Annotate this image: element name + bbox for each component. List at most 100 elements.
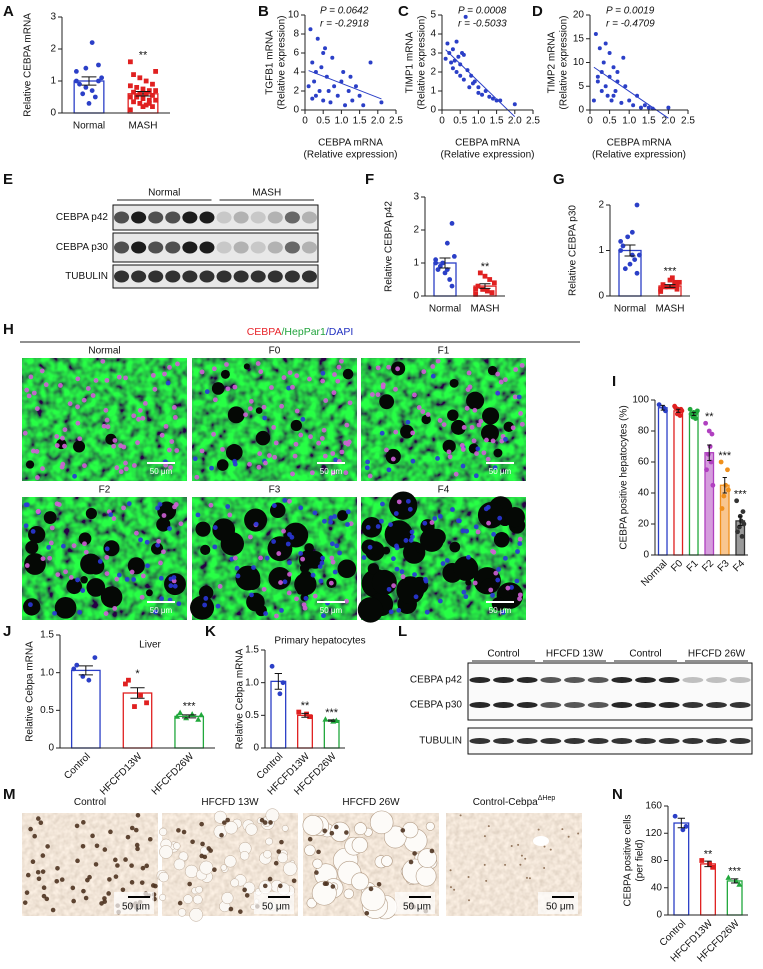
nucleus [104,417,110,423]
data-point [642,103,647,108]
y-tick-label: 60 [638,457,650,468]
blot-band [216,270,232,283]
data-point [449,221,455,226]
data-point [638,105,643,110]
data-point [472,79,477,84]
nucleus [331,390,337,396]
nucleus [466,554,471,560]
nucleus [50,907,56,913]
nucleus [453,888,456,891]
x-tick-label: F0 [669,558,685,574]
blot-band [131,241,147,254]
error-bar [704,860,712,868]
error-bar [738,515,743,527]
data-point [679,408,685,414]
data-point [677,413,683,418]
nucleus [75,376,81,382]
data-point [433,260,439,266]
nucleus [258,555,263,561]
blot-band [148,241,164,254]
data-point [627,261,633,267]
blot-band [233,241,249,254]
vacuole [224,855,237,868]
scale-label: 50 μm [403,902,431,913]
y-tick-label: 8 [293,29,299,40]
data-point [450,66,455,71]
significance: ** [481,261,490,273]
nucleus [316,440,322,446]
data-point [443,56,448,61]
nucleus [227,512,233,518]
nucleus [291,878,297,884]
nucleus [271,424,277,430]
nucleus [90,833,95,839]
vacuole [417,848,437,868]
nucleus [320,370,326,376]
vacuole [381,855,393,867]
nucleus [394,566,400,572]
label-part: HFCFD 26W [342,797,400,808]
data-point [140,96,146,101]
data-point [613,89,618,93]
nucleus [391,556,396,562]
nucleus [90,393,96,398]
data-point [491,280,497,286]
nucleus [328,519,333,525]
data-point [694,408,700,414]
nucleus [537,828,540,831]
image-label: F0 [269,346,281,357]
significance: ** [139,50,148,62]
data-point [740,509,746,514]
nucleus [287,560,292,566]
nucleus [339,358,344,364]
nucleus [24,387,30,393]
vacuole [211,382,225,395]
nucleus [487,825,490,828]
panel-letter: L [398,623,407,640]
data-point [445,41,450,46]
nucleus [212,397,218,403]
nucleus [161,549,166,555]
nucleus [34,475,40,480]
data-point [80,91,86,97]
blot-band [493,677,514,683]
blot-band [587,677,609,683]
data-point [83,85,89,90]
nucleus [176,601,182,607]
nucleus [320,555,326,561]
nucleus [490,438,496,444]
bar [700,863,716,916]
nucleus [330,884,336,889]
data-point [89,40,95,45]
nucleus [162,371,167,377]
data-point [307,714,313,720]
panel-letter: H [3,321,14,338]
data-point [153,97,159,103]
significance: *** [664,266,678,278]
vacuole [449,541,461,553]
y-tick-label: 0 [656,910,662,921]
nucleus [34,449,40,454]
vacuole [493,448,503,458]
nucleus [481,450,487,456]
blot-band [540,677,562,683]
blot-band [658,702,680,708]
vacuole [466,391,485,410]
data-point [357,93,362,98]
row-label: TUBULIN [65,271,108,282]
vacuole [385,448,401,465]
vacuole [357,597,384,623]
vacuole [351,836,368,854]
data-point [198,711,205,718]
error-bar [301,712,309,718]
data-point [629,229,635,235]
nucleus [375,365,381,371]
nucleus [163,423,169,429]
blot-box [467,662,753,721]
data-point [605,93,610,98]
data-point [77,81,82,87]
subtitle: Liver [139,640,161,651]
vacuole [224,821,238,835]
data-point [127,83,133,89]
nucleus [77,436,83,442]
